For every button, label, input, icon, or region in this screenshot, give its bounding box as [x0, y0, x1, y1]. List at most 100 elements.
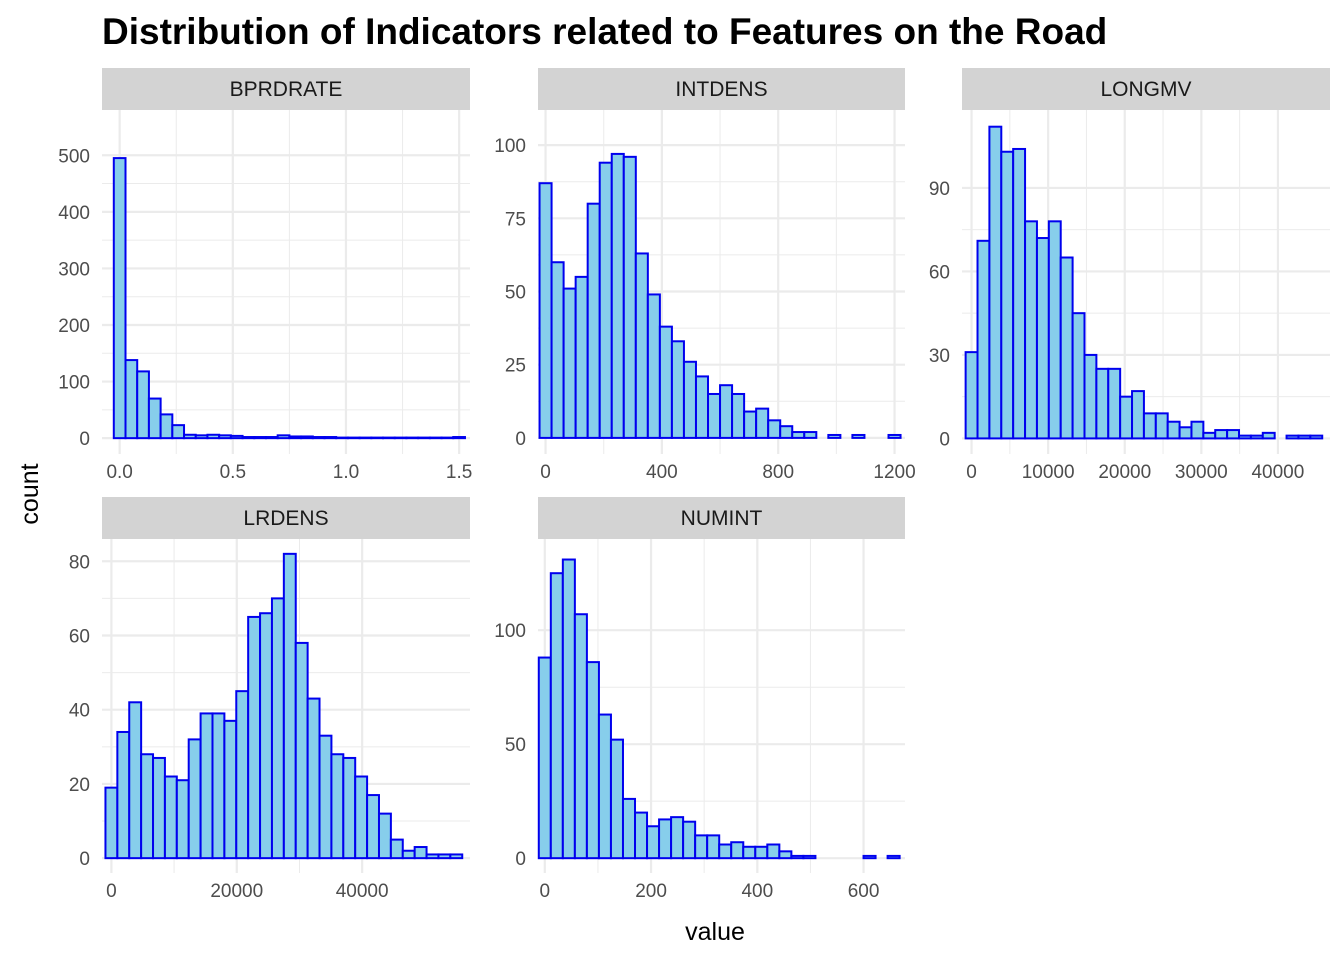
histogram-bar: [437, 853, 452, 860]
x-tick-label: 0.5: [220, 462, 246, 483]
histogram-bar: [124, 359, 139, 440]
x-tick-label: 10000: [1022, 462, 1075, 483]
y-tick-label: 0: [515, 849, 526, 870]
histogram-bar: [1226, 429, 1241, 440]
histogram-bar: [694, 834, 709, 860]
histogram-bar: [218, 434, 232, 440]
histogram-bar: [282, 552, 297, 860]
histogram-bar: [405, 436, 420, 440]
y-axis-title: count: [16, 463, 44, 524]
tick-labels: 0 100 200 300 400 500 0.0 0.5 1.0 1.5: [58, 146, 472, 483]
facet-strip-label: LONGMV: [1100, 78, 1191, 101]
histogram-bar: [1012, 147, 1027, 440]
histogram-bar: [147, 397, 162, 440]
histogram-bar: [183, 433, 197, 440]
histogram-bar: [1131, 390, 1145, 440]
y-tick-label: 500: [58, 146, 90, 167]
facet-bprdrate: BPRDRATE 0 100 200 300 400 500 0.0 0.5 1.0 1.5: [58, 68, 472, 483]
histogram-bar: [573, 613, 588, 860]
histogram-bar: [401, 849, 416, 860]
histogram-bar: [731, 392, 746, 439]
histogram-bar: [194, 434, 209, 440]
histogram-bar: [346, 436, 361, 440]
histogram-bar: [549, 572, 564, 860]
histogram-bar: [658, 818, 673, 860]
histogram-bar: [428, 436, 443, 440]
histogram-bar: [622, 155, 637, 439]
bars: [104, 552, 464, 860]
histogram-bar: [670, 816, 685, 860]
histogram-bar: [585, 661, 600, 860]
facet-intdens: INTDENS 0 25 50 75 100 0 400 800 1200: [494, 68, 916, 483]
histogram-bar: [253, 436, 267, 440]
histogram-bar: [354, 775, 369, 860]
histogram-bar: [223, 719, 238, 860]
histogram-bar: [694, 375, 710, 439]
y-tick-label: 60: [929, 262, 950, 283]
histogram-bar: [1083, 353, 1098, 440]
histogram-bar: [707, 392, 722, 439]
histogram-bar: [452, 436, 466, 440]
bars: [964, 125, 1324, 440]
histogram-bar: [206, 433, 221, 440]
x-tick-label: 1.5: [446, 462, 472, 483]
histogram-bar: [294, 641, 309, 860]
x-tick-label: 0: [966, 462, 977, 483]
histogram-bar: [598, 161, 613, 439]
histogram-bar: [306, 697, 321, 860]
histogram-bar: [440, 436, 455, 440]
histogram-bar: [718, 843, 733, 860]
facet-strip: [962, 68, 1330, 110]
histogram-bar: [187, 738, 202, 860]
histogram-bar: [259, 612, 273, 860]
y-tick-label: 200: [58, 316, 90, 337]
histogram-bar: [288, 435, 303, 440]
histogram-bar: [1249, 434, 1264, 440]
histogram-bar: [646, 825, 661, 860]
histogram-bar: [1107, 367, 1122, 440]
x-tick-label: 40000: [336, 881, 389, 902]
histogram-bar: [537, 656, 552, 860]
histogram-bar: [1285, 434, 1300, 440]
histogram-bar: [658, 325, 673, 439]
y-tick-label: 40: [69, 701, 90, 722]
histogram-bar: [1309, 434, 1324, 440]
histogram-bar: [646, 293, 661, 439]
histogram-bar: [104, 786, 119, 860]
facet-numint: NUMINT 0 50 100 0 200 400 600: [494, 497, 905, 902]
histogram-bar: [886, 854, 901, 860]
histogram-bar: [586, 202, 601, 439]
histogram-bar: [128, 701, 143, 860]
histogram-bar: [779, 425, 794, 439]
chart-title: Distribution of Indicators related to Fe…: [102, 11, 1107, 52]
x-tick-label: 600: [848, 881, 880, 902]
y-tick-label: 0: [79, 429, 90, 450]
histogram-bar: [1071, 312, 1086, 440]
histogram-bar: [976, 239, 991, 440]
histogram-bar: [276, 434, 291, 440]
y-tick-label: 0: [515, 429, 526, 450]
histogram-bar: [538, 182, 553, 439]
histogram-bar: [1142, 412, 1157, 440]
histogram-bar: [988, 125, 1003, 440]
histogram-bar: [610, 152, 625, 439]
histogram-bar: [851, 433, 866, 439]
facet-strip: [538, 68, 905, 110]
histogram-bar: [597, 713, 612, 860]
x-tick-label: 30000: [1175, 462, 1228, 483]
histogram-bar: [199, 712, 214, 860]
histogram-bar: [140, 753, 155, 860]
histogram-bar: [609, 738, 624, 860]
histogram-bar: [377, 812, 392, 860]
facet-strip-label: BPRDRATE: [230, 78, 343, 101]
histogram-bar: [389, 838, 404, 860]
y-tick-label: 50: [505, 735, 526, 756]
y-tick-label: 20: [69, 775, 90, 796]
facet-strip-label: INTDENS: [675, 78, 767, 101]
histogram-bar: [247, 615, 262, 860]
histogram-bar: [413, 846, 428, 860]
x-tick-label: 20000: [210, 881, 263, 902]
histogram-bar: [358, 436, 373, 440]
tick-labels: 0 25 50 75 100 0 400 800 1200: [494, 136, 915, 483]
